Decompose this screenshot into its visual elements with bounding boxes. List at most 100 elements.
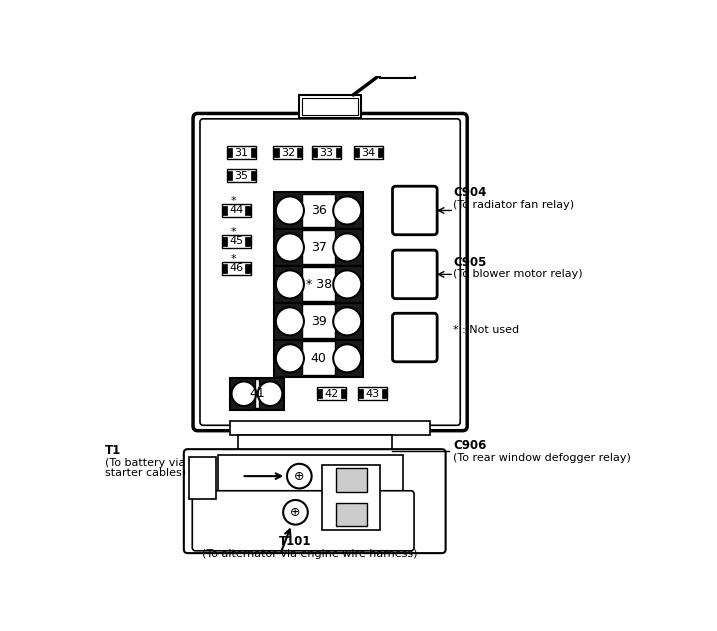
Text: 41: 41 (249, 387, 265, 400)
Circle shape (276, 233, 304, 261)
Circle shape (276, 345, 304, 372)
Circle shape (333, 345, 361, 372)
FancyBboxPatch shape (200, 119, 460, 425)
Bar (222, 235, 251, 248)
Bar (251, 148, 256, 157)
Circle shape (258, 382, 282, 406)
Bar (227, 146, 256, 159)
Text: (To battery via: (To battery via (105, 458, 186, 468)
Bar (227, 148, 232, 157)
Text: 43: 43 (366, 389, 379, 399)
Bar (245, 206, 251, 215)
Bar (303, 230, 335, 264)
Bar (227, 171, 232, 180)
Bar (230, 377, 284, 410)
Bar (227, 169, 256, 182)
Bar (323, 464, 380, 530)
Bar (381, 389, 387, 398)
Bar (255, 379, 260, 408)
Text: ⊕: ⊕ (290, 506, 300, 519)
Bar (336, 503, 367, 526)
FancyBboxPatch shape (192, 491, 414, 551)
Bar (317, 389, 323, 398)
Bar (312, 146, 341, 159)
Text: C905: C905 (453, 256, 487, 269)
FancyBboxPatch shape (392, 186, 437, 235)
Text: 34: 34 (361, 148, 376, 158)
FancyBboxPatch shape (392, 313, 437, 362)
Bar (303, 304, 335, 338)
Circle shape (333, 233, 361, 261)
Bar (336, 148, 341, 157)
Text: 32: 32 (280, 148, 295, 158)
Bar (358, 387, 387, 400)
Circle shape (283, 500, 308, 524)
Bar (275, 303, 363, 340)
Text: C906: C906 (453, 439, 487, 452)
Text: (To blower motor relay): (To blower motor relay) (453, 269, 583, 280)
Bar (358, 389, 364, 398)
Bar (222, 204, 251, 217)
Text: * : Not used: * : Not used (453, 325, 519, 335)
Bar (222, 206, 227, 215)
Circle shape (333, 196, 361, 225)
Text: 35: 35 (234, 171, 249, 181)
Circle shape (333, 270, 361, 298)
Bar (354, 148, 359, 157)
Text: *: * (230, 227, 236, 237)
Text: (To radiator fan relay): (To radiator fan relay) (453, 200, 574, 210)
Text: 33: 33 (319, 148, 333, 158)
Text: T1: T1 (105, 444, 121, 457)
Bar (189, 457, 216, 499)
Text: 31: 31 (234, 148, 249, 158)
Bar (219, 456, 403, 498)
Text: (To rear window defogger relay): (To rear window defogger relay) (453, 452, 631, 463)
Bar (380, 66, 415, 78)
Bar (273, 146, 303, 159)
Bar (303, 268, 335, 302)
Bar (297, 148, 303, 157)
FancyBboxPatch shape (184, 449, 446, 553)
Bar (354, 146, 384, 159)
Bar (378, 148, 384, 157)
Bar (275, 266, 363, 303)
Circle shape (276, 307, 304, 336)
Text: * 38: * 38 (305, 278, 332, 291)
Circle shape (333, 307, 361, 336)
Bar (299, 95, 361, 118)
Bar (222, 237, 227, 246)
Bar (341, 389, 346, 398)
Text: 45: 45 (229, 236, 243, 246)
Text: T101: T101 (278, 535, 311, 548)
Text: 42: 42 (325, 389, 338, 399)
Text: 44: 44 (229, 206, 243, 215)
Text: 36: 36 (310, 204, 326, 217)
Bar (303, 341, 335, 375)
Text: C904: C904 (453, 186, 487, 199)
Bar (230, 421, 430, 435)
Bar (275, 229, 363, 266)
Bar (238, 435, 391, 454)
FancyBboxPatch shape (193, 114, 467, 431)
Text: starter cables): starter cables) (105, 468, 186, 477)
Circle shape (232, 382, 256, 406)
Text: 40: 40 (310, 352, 326, 365)
Bar (317, 387, 346, 400)
Text: 37: 37 (310, 241, 326, 254)
Circle shape (276, 196, 304, 225)
Text: 46: 46 (229, 263, 243, 273)
Bar (251, 171, 256, 180)
Text: 39: 39 (310, 315, 326, 328)
Circle shape (287, 464, 312, 488)
Bar (275, 192, 363, 229)
Bar (336, 468, 367, 492)
Bar (275, 340, 363, 377)
Circle shape (276, 270, 304, 298)
Bar (303, 194, 335, 227)
Bar (245, 264, 251, 273)
Bar (222, 264, 227, 273)
Text: *: * (230, 196, 236, 206)
Bar (312, 148, 317, 157)
Text: ⊕: ⊕ (294, 469, 305, 483)
FancyBboxPatch shape (392, 250, 437, 298)
